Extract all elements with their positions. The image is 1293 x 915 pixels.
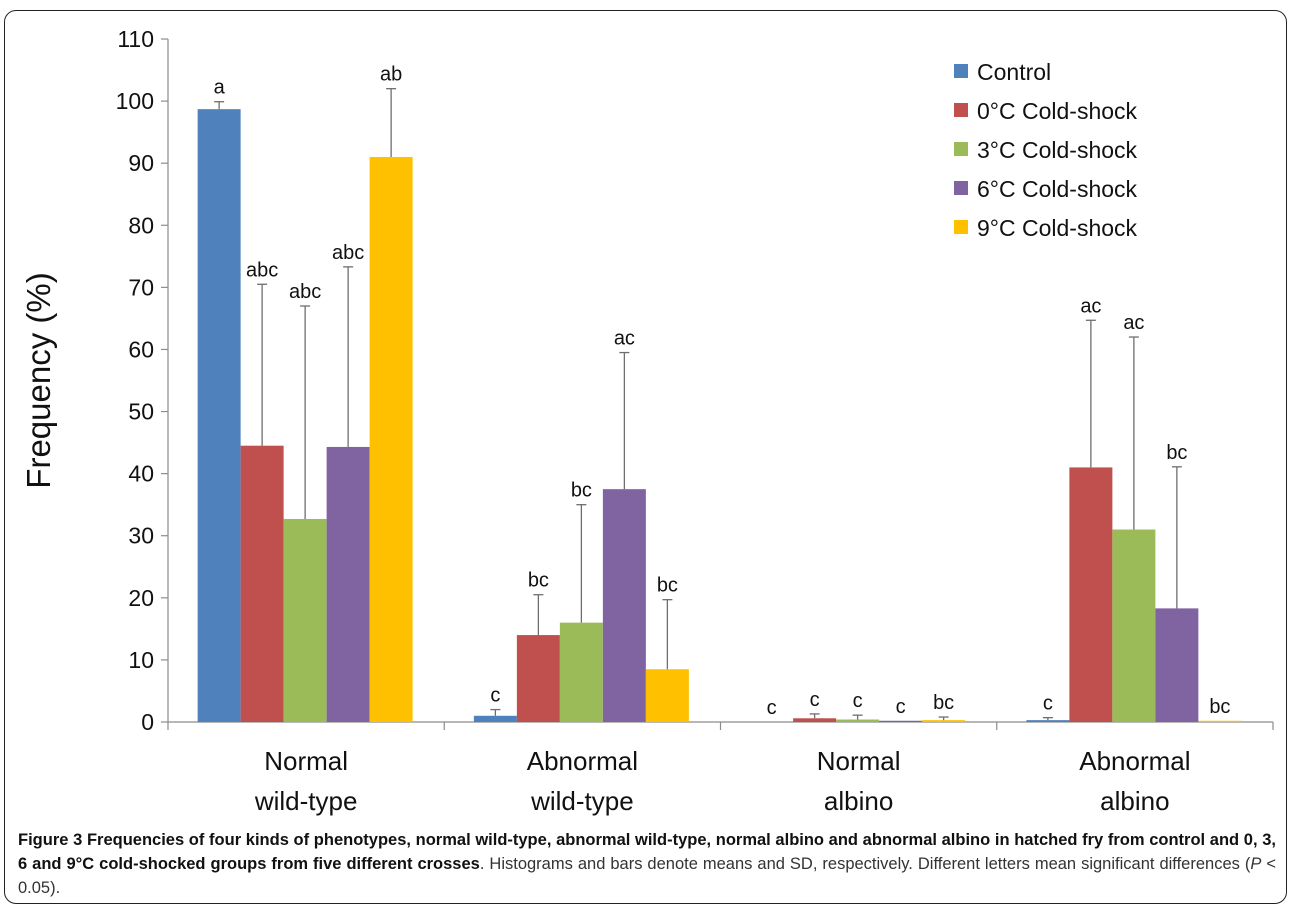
- significance-letter: ac: [614, 328, 635, 350]
- figure-frame: [4, 10, 1287, 904]
- x-category-label: albino: [824, 786, 893, 816]
- legend-swatch: [954, 220, 968, 234]
- bar: [1155, 608, 1199, 722]
- bar: [240, 445, 284, 722]
- significance-letter: abc: [289, 281, 321, 303]
- legend-swatch: [954, 103, 968, 117]
- significance-letter: ac: [1080, 295, 1101, 317]
- y-axis-title: Frequency (%): [20, 272, 57, 488]
- significance-letter: c: [853, 690, 863, 712]
- bar: [326, 446, 370, 722]
- figure-title: Frequencies of four kinds of phenotypes,…: [18, 831, 1276, 873]
- y-tick-label: 50: [128, 399, 154, 425]
- bar: [1069, 467, 1113, 722]
- caption-text-2: < 0.05).: [18, 855, 1276, 897]
- y-tick-label: 100: [116, 88, 154, 114]
- significance-letter: c: [896, 696, 906, 718]
- y-tick-label: 30: [128, 523, 154, 549]
- significance-letter: c: [767, 697, 777, 719]
- significance-letter: c: [810, 689, 820, 711]
- y-tick-label: 0: [141, 709, 154, 735]
- bar: [369, 156, 413, 723]
- x-category-label: Abnormal: [527, 746, 638, 776]
- legend-label: 3°C Cold-shock: [977, 137, 1138, 163]
- y-tick-label: 60: [128, 336, 154, 362]
- bar: [836, 719, 880, 722]
- legend-label: 0°C Cold-shock: [977, 98, 1138, 124]
- significance-letter: abc: [332, 242, 364, 264]
- y-tick-label: 70: [128, 274, 154, 300]
- bar: [645, 669, 689, 722]
- significance-letter: c: [490, 685, 500, 707]
- significance-letter: ab: [380, 64, 402, 86]
- x-category-label: wild-type: [530, 786, 634, 816]
- bar: [602, 489, 646, 722]
- figure-caption: Figure 3 Frequencies of four kinds of ph…: [18, 828, 1276, 900]
- legend-label: 6°C Cold-shock: [977, 176, 1138, 202]
- caption-p-symbol: P: [1250, 855, 1262, 873]
- caption-text-1: . Histograms and bars denote means and S…: [479, 855, 1251, 873]
- bar: [1026, 720, 1070, 722]
- bar: [283, 518, 327, 722]
- bar: [1112, 529, 1156, 722]
- bar: [473, 715, 517, 722]
- bar: [516, 635, 560, 722]
- y-tick-label: 90: [128, 150, 154, 176]
- bar: [793, 718, 837, 722]
- y-tick-label: 80: [128, 212, 154, 238]
- figure-label: Figure 3: [18, 831, 83, 849]
- bar: [879, 720, 923, 722]
- y-tick-label: 10: [128, 647, 154, 673]
- bar: [559, 622, 603, 722]
- x-category-label: wild-type: [254, 786, 358, 816]
- significance-letter: c: [1043, 693, 1053, 715]
- significance-letter: bc: [571, 480, 592, 502]
- significance-letter: ac: [1123, 312, 1144, 334]
- legend-swatch: [954, 142, 968, 156]
- significance-letter: bc: [528, 570, 549, 592]
- x-category-label: Normal: [817, 746, 901, 776]
- y-tick-label: 110: [117, 26, 154, 52]
- significance-letter: bc: [933, 692, 954, 714]
- significance-letter: a: [214, 77, 226, 99]
- y-tick-label: 20: [128, 585, 154, 611]
- significance-letter: bc: [1209, 696, 1230, 718]
- legend-label: Control: [977, 59, 1051, 85]
- significance-letter: abc: [246, 259, 278, 281]
- bar-chart: 0 10 20 30 40 50 60 70 80 90 100 110 Frequency (%) No…: [20, 26, 1274, 816]
- y-tick-label: 40: [128, 461, 154, 487]
- bar: [922, 720, 966, 722]
- legend-swatch: [954, 181, 968, 195]
- legend-label: 9°C Cold-shock: [977, 215, 1138, 241]
- x-category-label: Normal: [264, 746, 348, 776]
- bar: [197, 109, 241, 723]
- significance-letter: bc: [1166, 442, 1187, 464]
- x-category-label: albino: [1100, 786, 1169, 816]
- legend-swatch: [954, 64, 968, 78]
- bar: [1198, 720, 1242, 722]
- significance-letter: bc: [657, 575, 678, 597]
- x-category-label: Abnormal: [1079, 746, 1190, 776]
